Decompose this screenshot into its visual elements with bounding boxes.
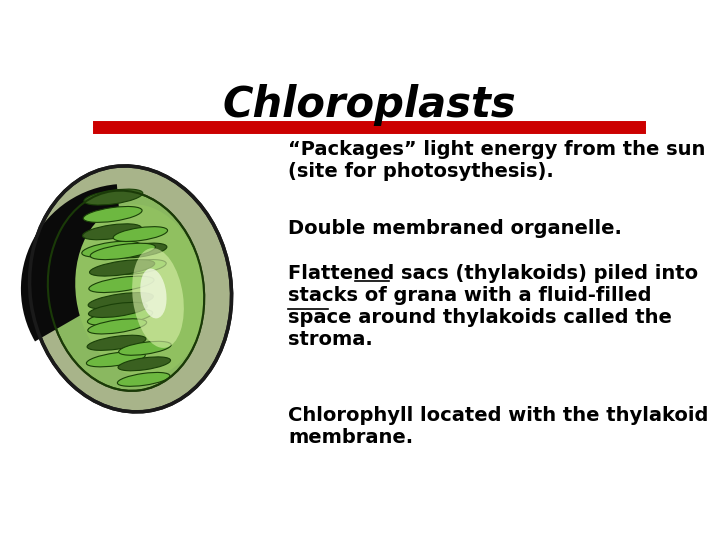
Text: “Packages” light energy from the sun
(site for photosythesis).: “Packages” light energy from the sun (si…	[288, 140, 706, 181]
Ellipse shape	[89, 302, 148, 318]
Text: Chloroplasts: Chloroplasts	[222, 84, 516, 125]
Ellipse shape	[88, 319, 147, 334]
Ellipse shape	[89, 276, 154, 293]
Ellipse shape	[87, 335, 146, 350]
Ellipse shape	[90, 243, 156, 260]
Ellipse shape	[112, 260, 166, 274]
Ellipse shape	[84, 189, 143, 205]
Ellipse shape	[87, 309, 153, 326]
Ellipse shape	[112, 243, 167, 258]
Ellipse shape	[119, 341, 171, 355]
Ellipse shape	[83, 224, 141, 240]
Text: Flattened sacs (thylakoids) piled into
stacks of grana with a fluid-filled
space: Flattened sacs (thylakoids) piled into s…	[288, 265, 698, 349]
Ellipse shape	[118, 357, 171, 371]
Ellipse shape	[75, 204, 204, 377]
Ellipse shape	[140, 268, 166, 319]
Ellipse shape	[48, 191, 204, 391]
Text: Double membraned organelle.: Double membraned organelle.	[288, 219, 622, 238]
Wedge shape	[21, 184, 126, 341]
Ellipse shape	[132, 248, 184, 348]
Ellipse shape	[82, 241, 140, 257]
Ellipse shape	[30, 166, 232, 412]
Ellipse shape	[86, 352, 145, 367]
Ellipse shape	[117, 373, 170, 386]
Ellipse shape	[89, 260, 155, 276]
Ellipse shape	[84, 206, 142, 222]
Text: Chlorophyll located with the thylakoid
membrane.: Chlorophyll located with the thylakoid m…	[288, 406, 708, 447]
Ellipse shape	[88, 293, 153, 309]
Ellipse shape	[113, 227, 168, 241]
